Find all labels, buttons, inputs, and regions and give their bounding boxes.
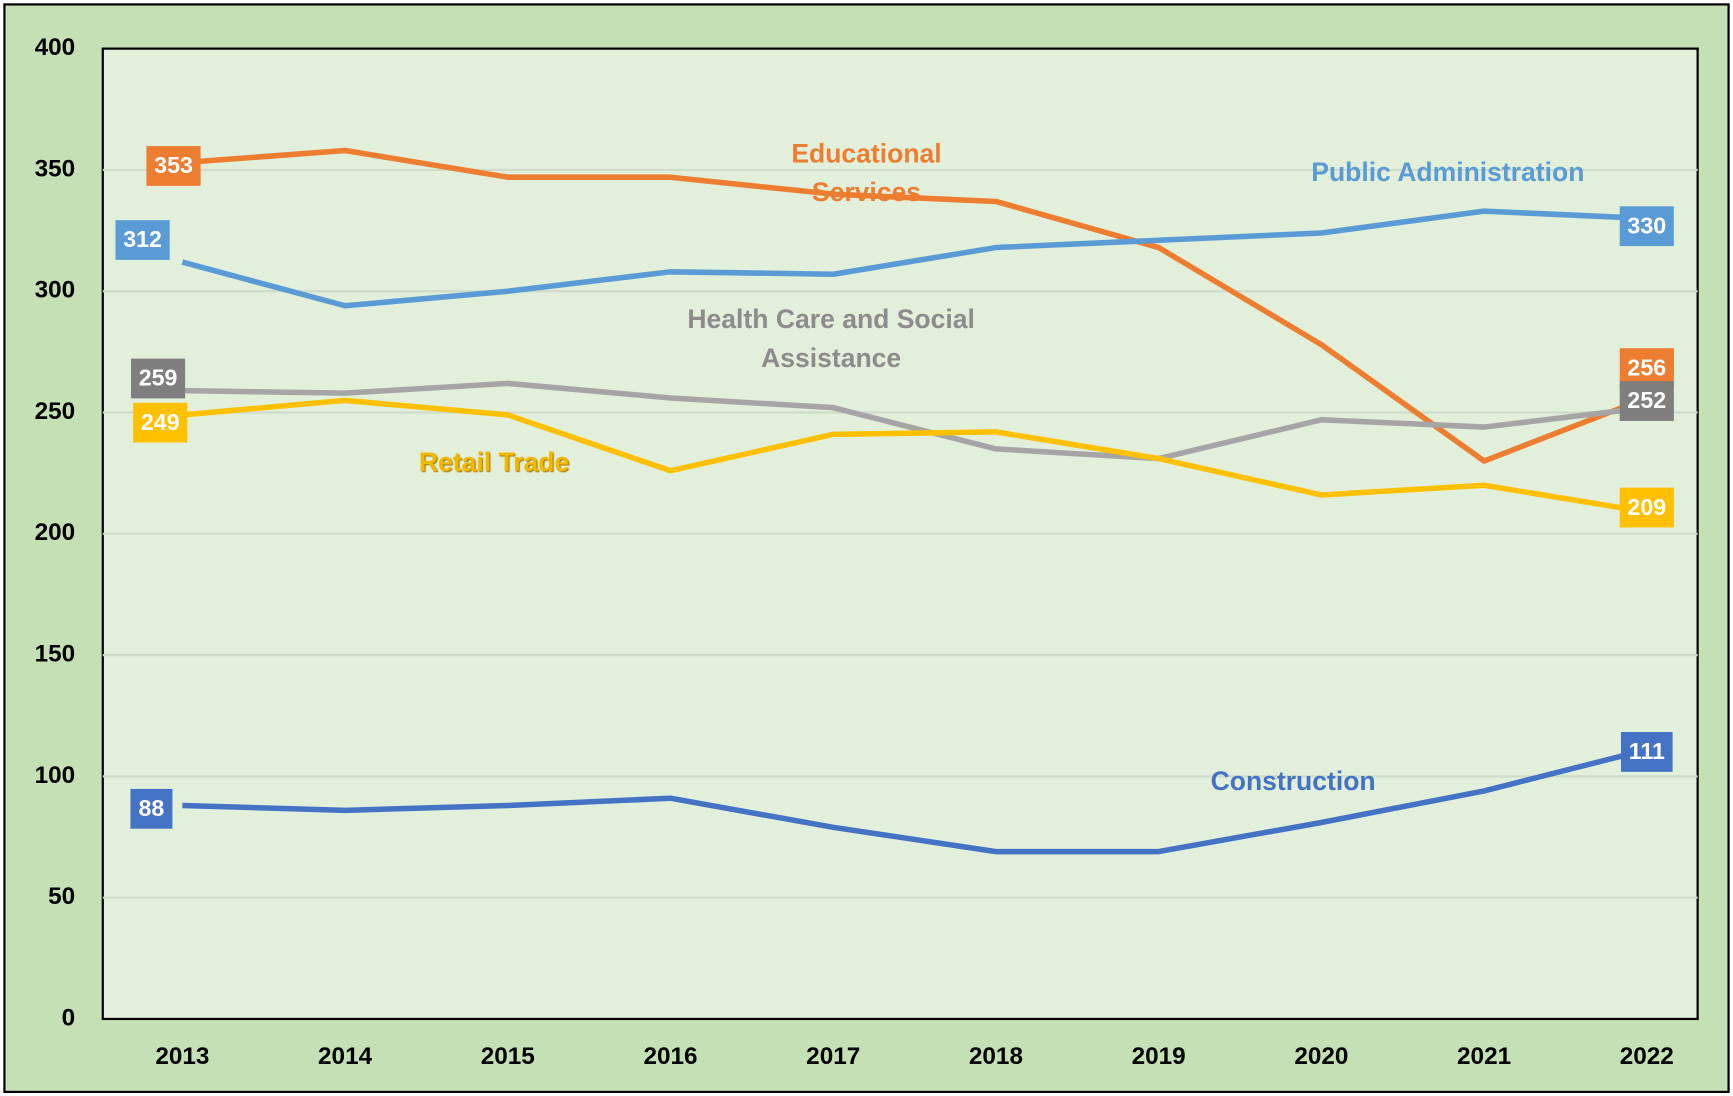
- x-tick-label: 2015: [481, 1043, 535, 1070]
- x-tick-label: 2018: [969, 1043, 1023, 1070]
- series-annotation: Health Care and Social Assistance: [687, 305, 975, 374]
- data-label-box: [1619, 206, 1674, 247]
- x-tick-label: 2020: [1294, 1043, 1348, 1070]
- data-label: 88: [139, 795, 165, 821]
- x-tick-label: 2021: [1457, 1043, 1511, 1070]
- series-line: [182, 397, 1648, 515]
- series-annotation: Educational Services: [791, 139, 942, 208]
- y-tick-label: 150: [35, 641, 76, 668]
- series-line: [182, 747, 1648, 855]
- y-tick-label: 350: [35, 155, 76, 182]
- data-label: 330: [1627, 212, 1666, 238]
- series-line: [182, 380, 1648, 462]
- series-annotation-box: Educational Services: [791, 139, 942, 208]
- data-label: 209: [1627, 494, 1666, 520]
- series-annotation-box: Construction: [1210, 766, 1376, 797]
- data-label: 111: [1629, 738, 1665, 764]
- y-tick-label: 250: [35, 398, 76, 425]
- data-label-box: [1619, 381, 1674, 421]
- y-tick-label: 0: [62, 1004, 76, 1031]
- x-tick-label: 2019: [1132, 1043, 1186, 1070]
- y-tick-label: 200: [35, 519, 76, 546]
- data-label: 256: [1627, 354, 1666, 380]
- y-tick-label: 400: [35, 34, 76, 61]
- series-line: [181, 208, 1647, 309]
- y-tick-label: 100: [35, 762, 76, 789]
- series-annotation-box: Health Care and Social Assistance: [687, 305, 975, 374]
- data-label: 312: [123, 226, 162, 252]
- data-label-box: [1619, 487, 1674, 528]
- data-label: 249: [141, 409, 180, 435]
- data-label-box: [1620, 732, 1673, 772]
- x-tick-label: 2016: [643, 1043, 697, 1070]
- series-annotation: Public Administration: [1311, 158, 1585, 188]
- series-annotation: Construction: [1210, 766, 1376, 797]
- series-annotation-box: Retail Trade: [418, 447, 570, 478]
- data-label-box: [133, 402, 188, 443]
- x-tick-label: 2017: [806, 1043, 860, 1070]
- data-label: 259: [139, 365, 178, 391]
- data-label-box: [115, 220, 170, 260]
- data-label-box: [146, 146, 201, 186]
- x-tick-label: 2013: [155, 1043, 209, 1070]
- data-label: 252: [1627, 387, 1666, 413]
- series-annotation-box: Public Administration: [1311, 158, 1585, 188]
- series-annotation: Retail Trade: [418, 447, 570, 478]
- y-tick-label: 300: [35, 277, 76, 304]
- y-tick-label: 50: [48, 883, 75, 910]
- series-line: [182, 147, 1648, 464]
- data-label: 353: [154, 152, 193, 178]
- data-label-box: [130, 788, 173, 829]
- x-tick-label: 2014: [318, 1043, 373, 1070]
- x-tick-label: 2022: [1620, 1043, 1674, 1070]
- data-label-box: [130, 358, 186, 399]
